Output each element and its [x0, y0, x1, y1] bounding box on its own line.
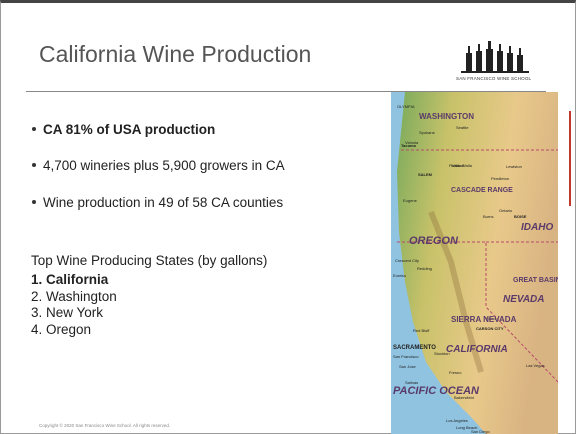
list-item: 3. New York [31, 305, 104, 320]
map-label: SIERRA NEVADA [451, 315, 517, 324]
map-label: Portland [449, 163, 464, 168]
map-label: BOISE [514, 214, 527, 219]
map-label: CASCADE RANGE [451, 187, 513, 194]
list-item: 4. Oregon [31, 321, 92, 337]
map-label: Las Vegas [526, 363, 545, 368]
map-label: Spokane [419, 130, 436, 135]
list-item: 1. California [31, 272, 109, 287]
title: California Wine Production [39, 41, 312, 67]
map: WASHINGTON Seattle Spokane Tacoma OLYMPIA Vic… [391, 92, 558, 434]
bullet: 4,700 wineries plus 5,900 growers in CA [43, 158, 285, 173]
map-label: Lewiston [506, 164, 522, 169]
map-label: WASHINGTON [419, 112, 474, 121]
list-item: 2. Washington [31, 288, 117, 304]
map-label: SALEM [418, 172, 433, 177]
map-label: Tacoma [401, 143, 417, 148]
map-label: Bakersfield [454, 395, 474, 400]
map-label: Seattle [456, 125, 469, 130]
map-label: SACRAMENTO [393, 345, 436, 351]
bullet-dot [32, 127, 36, 131]
map-label: OLYMPIA [397, 104, 415, 109]
map-label: CALIFORNIA [446, 344, 508, 355]
map-label: CARSON CITY [476, 326, 504, 331]
bullet-dot [32, 163, 36, 167]
map-label: Red Bluff [413, 328, 430, 333]
map-label: Burns [483, 214, 493, 219]
accent-bar [569, 111, 571, 206]
map-label: GREAT BASIN [513, 277, 558, 284]
map-label: OREGON [409, 235, 459, 247]
bullet: CA 81% of USA production [43, 122, 216, 137]
map-label: Crescent City [395, 258, 419, 263]
map-label: Stockton [434, 351, 450, 356]
map-label: Redding [417, 266, 432, 271]
map-label: Eureka [393, 273, 406, 278]
logo-icon [461, 41, 529, 73]
map-label: Salinas [405, 380, 418, 385]
map-label: Fresno [449, 370, 462, 375]
list-heading: Top Wine Producing States (by gallons) [31, 253, 268, 268]
map-label: San Francisco [393, 354, 419, 359]
map-label: IDAHO [521, 222, 553, 233]
map-label: NEVADA [503, 294, 544, 305]
map-label: Victoria [405, 140, 419, 145]
map-label: San Diego [471, 429, 490, 434]
map-label: Ontario [499, 208, 513, 213]
map-label: PACIFIC OCEAN [393, 385, 480, 397]
map-label: Reno [486, 316, 496, 321]
bullet-dot [32, 200, 36, 204]
map-label: Eugene [403, 198, 418, 203]
bullet: Wine production in 49 of 58 CA counties [43, 195, 284, 210]
logo-text: SAN FRANCISCO WINE SCHOOL [456, 76, 532, 81]
rule [26, 91, 546, 92]
copyright: Copyright © 2020 San Francisco Wine Scho… [39, 423, 171, 428]
map-label: Los Angeles [446, 418, 468, 423]
map-label: San Jose [399, 364, 416, 369]
map-label: Pendleton [491, 176, 509, 181]
map-label: Walla Walla [451, 163, 473, 168]
map-label: Long Beach [456, 425, 477, 430]
